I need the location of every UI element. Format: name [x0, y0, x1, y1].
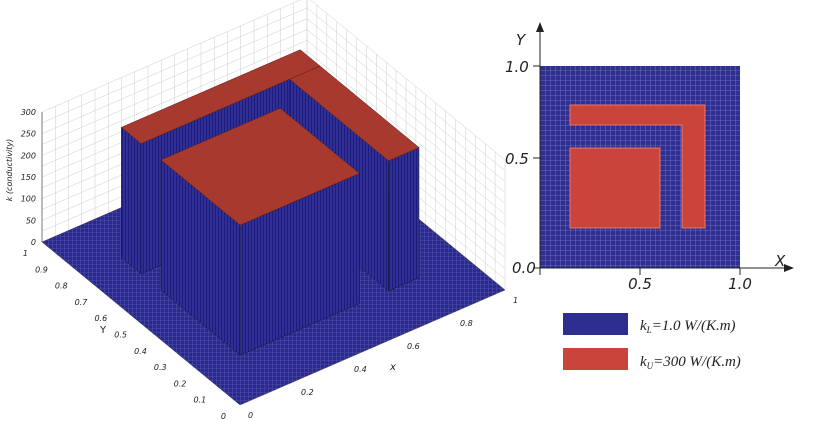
legend-entry: kL=1.0 W/(K.m) — [640, 318, 736, 335]
x-tick-label: 1 — [513, 296, 518, 305]
y-axis-label: Y — [99, 325, 107, 336]
legend-subscript: L — [646, 325, 652, 335]
high-region-square — [569, 147, 661, 229]
legend-swatch — [563, 348, 628, 370]
legend-text: =300 W/(K.m) — [653, 354, 741, 370]
x-tick-label: 0.8 — [460, 319, 473, 328]
y-tick-label: 0 — [221, 412, 226, 421]
y-tick-label: 1.0 — [505, 58, 529, 76]
block-top — [120, 49, 321, 144]
y-tick-label: 0.1 — [193, 396, 206, 405]
wall-grid — [41, 7, 506, 172]
wall-grid — [41, 0, 506, 161]
wall-grid — [41, 18, 506, 182]
legend-symbol: k — [640, 354, 647, 370]
y-tick-label: 0.5 — [505, 150, 529, 168]
y-tick-label: 0.9 — [35, 265, 48, 274]
y-tick-label: 0.0 — [512, 259, 536, 277]
x-tick-label: 1.0 — [728, 275, 752, 293]
y-axis-label: Y — [516, 31, 527, 49]
block-top — [289, 65, 420, 162]
legend-text: =1.0 W/(K.m) — [652, 318, 736, 334]
z-tick-label: 100 — [21, 195, 36, 204]
y-tick-label: 0.6 — [94, 314, 107, 323]
z-tick-label: 150 — [21, 173, 36, 182]
conductivity-map: Y X 1.0 0.5 0.0 0.5 1.0 kL=1.0 W/(K.m) k… — [505, 22, 794, 371]
x-axis-label: x — [389, 362, 396, 373]
arrow — [784, 264, 794, 272]
x-tick-label: 0 — [248, 411, 253, 420]
legend-entry: kU=300 W/(K.m) — [640, 354, 741, 371]
z-tick-label: 50 — [26, 216, 36, 225]
z-tick-label: 300 — [21, 108, 36, 117]
z-axis-label: k (conductivity) — [5, 139, 14, 202]
legend-symbol: k — [640, 318, 647, 334]
z-tick-label: 200 — [21, 151, 36, 160]
x-axis-label: X — [774, 252, 786, 270]
y-tick-label: 0.4 — [134, 347, 147, 356]
z-tick-label: 0 — [31, 238, 36, 247]
legend-subscript: U — [647, 361, 654, 371]
legend-swatch — [563, 313, 628, 335]
arrow — [536, 22, 544, 32]
z-tick-label: 250 — [21, 130, 36, 139]
wall-grid — [41, 40, 506, 204]
y-tick-label: 0.2 — [174, 379, 187, 388]
block-top — [160, 107, 360, 226]
block-side — [121, 126, 142, 275]
x-tick-label: 0.6 — [407, 342, 420, 351]
y-tick-label: 0.3 — [154, 363, 167, 372]
wall-grid — [41, 29, 506, 193]
y-tick-label: 1 — [23, 249, 28, 258]
x-tick-label: 0.4 — [354, 365, 367, 374]
block-side — [388, 147, 420, 292]
y-tick-label: 0.5 — [114, 331, 127, 340]
high-region-l — [569, 104, 706, 229]
x-tick-label: 0.5 — [628, 275, 652, 293]
surface-plot: 05010015020025030010.90.80.70.60.50.40.3… — [5, 0, 518, 421]
y-tick-label: 0.8 — [55, 282, 68, 291]
y-tick-label: 0.7 — [75, 298, 89, 307]
x-tick-label: 0.2 — [301, 388, 314, 397]
